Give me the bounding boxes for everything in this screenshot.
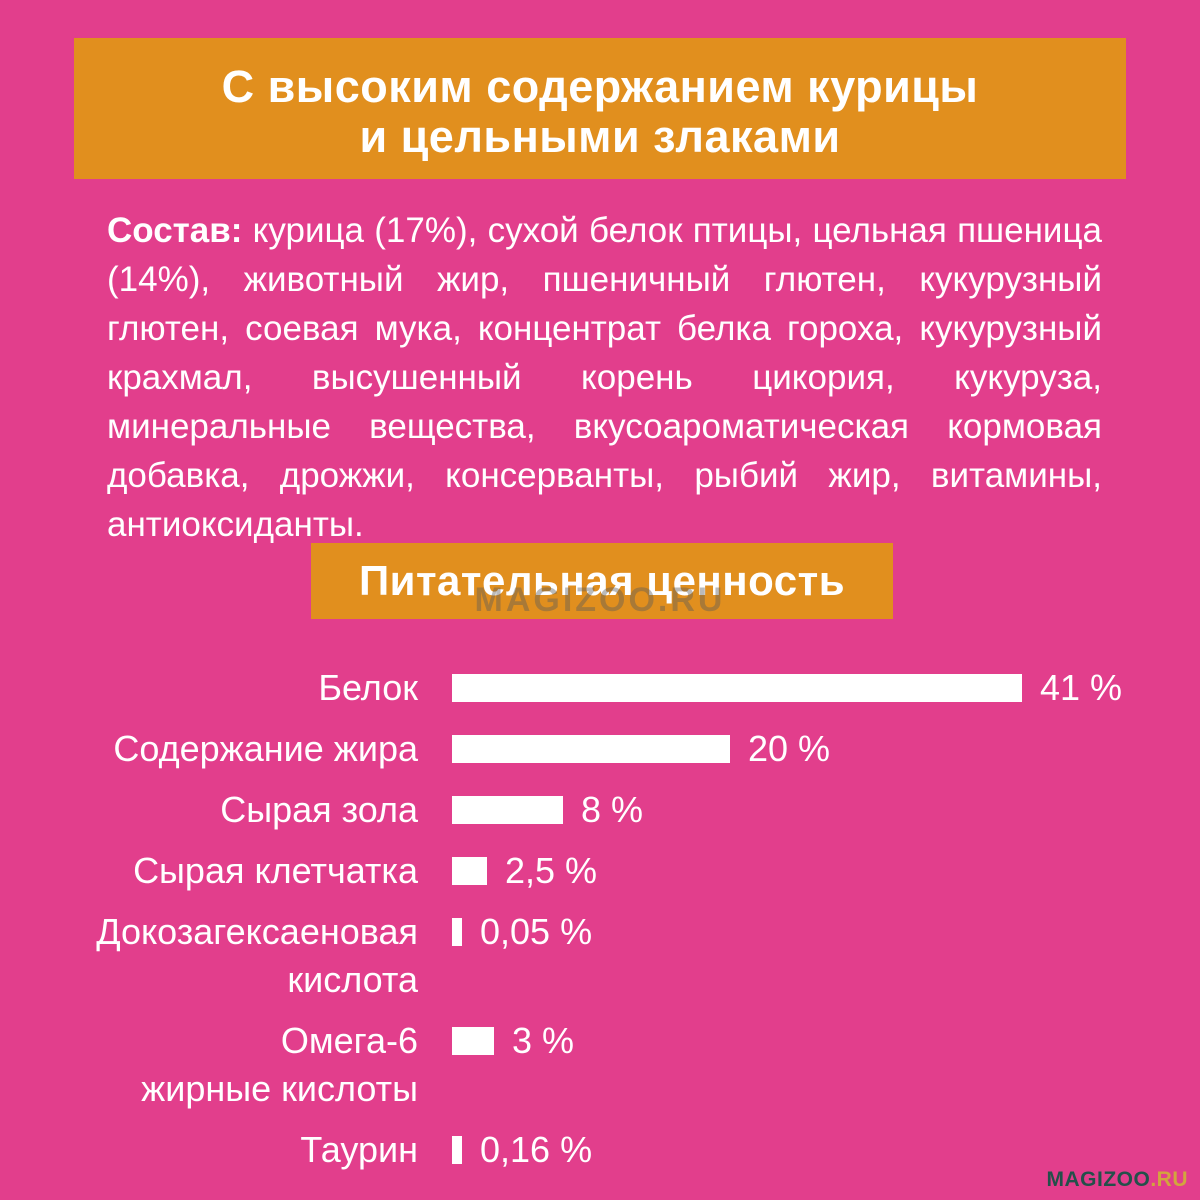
chart-row: Сырая зола 8 % bbox=[48, 786, 1168, 834]
chart-row: Таурин 0,16 % bbox=[48, 1126, 1168, 1174]
composition-text: курица (17%), сухой белок птицы, цельная… bbox=[107, 211, 1102, 544]
nutrition-bar-chart: Белок 41 % Содержание жира 20 % Сырая зо… bbox=[48, 664, 1168, 1187]
chart-row-value: 2,5 % bbox=[505, 850, 598, 891]
chart-row-value: 20 % bbox=[748, 728, 831, 769]
chart-row-label: Сырая клетчатка bbox=[133, 850, 418, 891]
chart-row-label: Докозагексаеновая кислота bbox=[96, 911, 418, 1000]
composition-label: Состав: bbox=[107, 211, 243, 250]
chart-bar-track bbox=[452, 847, 487, 895]
chart-bar-track bbox=[452, 725, 730, 773]
chart-row-label: Сырая зола bbox=[220, 789, 418, 830]
chart-bar bbox=[452, 1136, 462, 1164]
chart-row: Докозагексаеновая кислота 0,05 % bbox=[48, 908, 1168, 1004]
corner-logo-name: MAGIZOO bbox=[1046, 1168, 1151, 1191]
chart-bar-track bbox=[452, 664, 1022, 712]
chart-row: Сырая клетчатка 2,5 % bbox=[48, 847, 1168, 895]
header-banner: С высоким содержанием курицы и цельными … bbox=[74, 38, 1126, 179]
header-banner-line1: С высоким содержанием курицы bbox=[221, 60, 979, 112]
chart-bar bbox=[452, 735, 730, 763]
chart-bar bbox=[452, 796, 563, 824]
chart-row-value: 41 % bbox=[1040, 667, 1123, 708]
chart-row: Омега-6 жирные кислоты 3 % bbox=[48, 1017, 1168, 1113]
header-banner-line2: и цельными злаками bbox=[359, 110, 841, 162]
corner-logo-tld: .RU bbox=[1150, 1168, 1188, 1191]
chart-row-label: Таурин bbox=[300, 1129, 418, 1170]
chart-bar-track bbox=[452, 786, 563, 834]
chart-bar-track bbox=[452, 1017, 494, 1065]
chart-bar bbox=[452, 1027, 494, 1055]
corner-logo: MAGIZOO.RU bbox=[1047, 1168, 1189, 1192]
composition-paragraph: Состав: курица (17%), сухой белок птицы,… bbox=[107, 206, 1102, 549]
chart-row-value: 0,16 % bbox=[480, 1129, 593, 1170]
chart-row: Содержание жира 20 % bbox=[48, 725, 1168, 773]
chart-bar-track bbox=[452, 908, 462, 956]
chart-row: Белок 41 % bbox=[48, 664, 1168, 712]
nutrition-section-banner: Питательная ценность bbox=[311, 543, 893, 619]
chart-row-label: Содержание жира bbox=[113, 728, 418, 769]
chart-bar-track bbox=[452, 1126, 462, 1174]
chart-bar bbox=[452, 674, 1022, 702]
chart-row-label: Белок bbox=[318, 667, 418, 708]
chart-bar bbox=[452, 857, 487, 885]
chart-bar bbox=[452, 918, 462, 946]
chart-row-value: 3 % bbox=[512, 1020, 575, 1061]
nutrition-section-title: Питательная ценность bbox=[358, 557, 846, 604]
chart-row-value: 0,05 % bbox=[480, 911, 593, 952]
chart-row-label: Омега-6 жирные кислоты bbox=[141, 1020, 418, 1109]
chart-row-value: 8 % bbox=[581, 789, 644, 830]
